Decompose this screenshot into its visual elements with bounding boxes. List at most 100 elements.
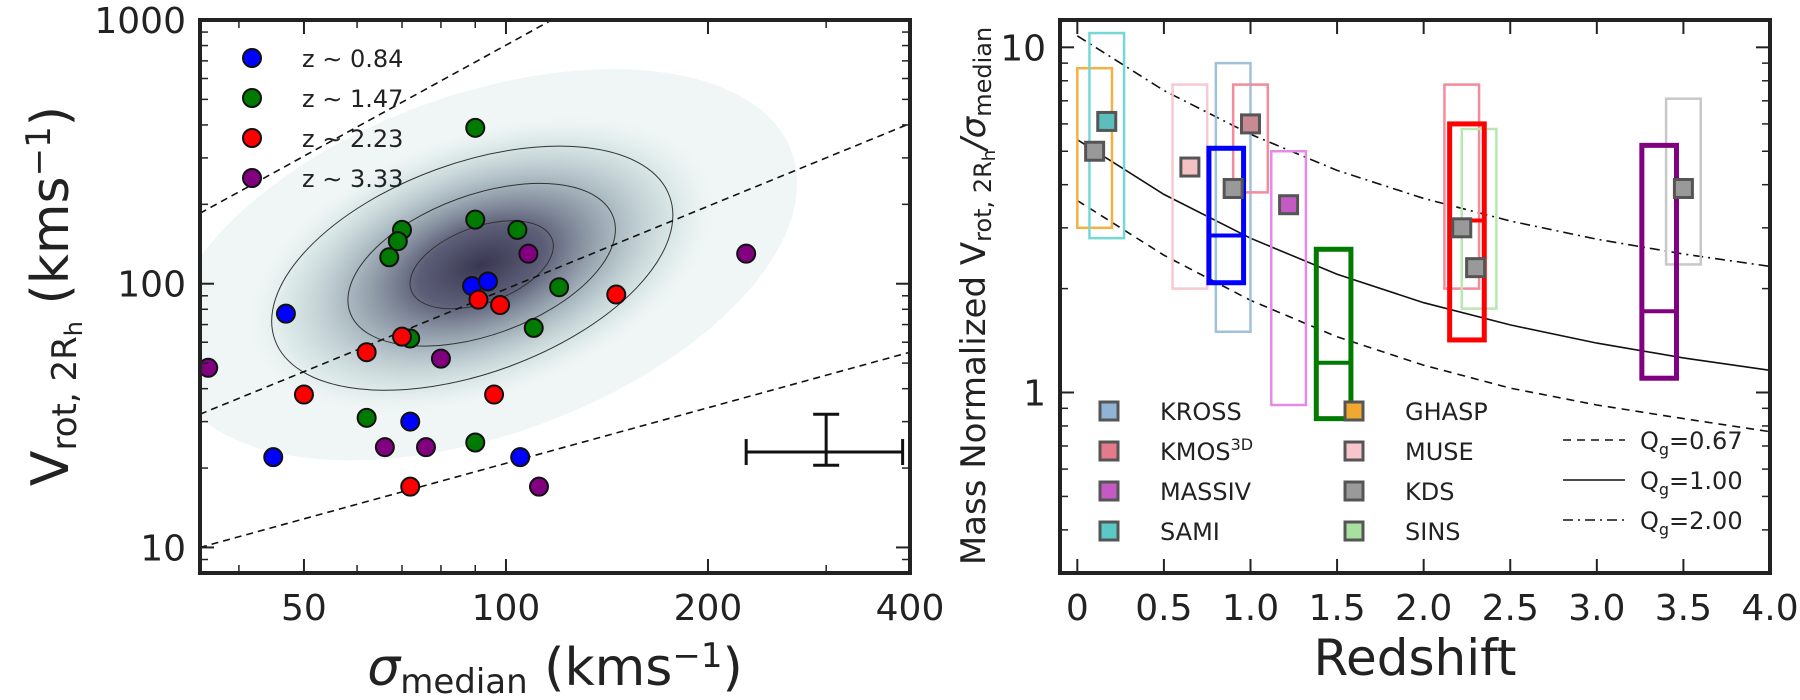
rx-tick-label: 0.5 — [1135, 588, 1192, 629]
survey-box — [1171, 83, 1209, 290]
scatter-point — [356, 407, 377, 428]
x-tick-label: 400 — [876, 588, 945, 629]
legend-label: z ∼ 3.33 — [302, 165, 403, 193]
survey-point — [1278, 194, 1300, 216]
x-title-close: ) — [722, 638, 742, 698]
x-tick-label: 100 — [472, 588, 541, 629]
right-box-panel: 0 0.5 1.0 1.5 2.0 2.5 3.0 3.5 4.0 1 10 KROSS KMOS3D… — [954, 18, 1799, 687]
y-title-close: ) — [21, 106, 81, 126]
rx-tick-label: 3.0 — [1568, 588, 1625, 629]
density-contour — [347, 182, 616, 347]
legend-curve-value: =0.67 — [1669, 427, 1743, 455]
density-core — [232, 105, 731, 424]
legend-curve-value: =2.00 — [1669, 507, 1743, 535]
ry-tick-label: 10 — [1000, 28, 1046, 69]
scatter-point — [465, 432, 486, 453]
scatter-point — [465, 117, 486, 138]
y-title-subsub: h — [60, 321, 88, 336]
right-legend: KROSS KMOS3D MASSIV SAMI GHASP MUSE KDS SINS Qg=… — [1098, 398, 1743, 546]
scatter-point — [523, 317, 544, 338]
legend-curve-sub: g — [1659, 520, 1669, 539]
left-axis-ticks: 50 100 200 400 10 100 1000 — [94, 1, 944, 629]
survey-boxes — [1076, 31, 1702, 407]
rx-tick-label: 3.5 — [1655, 588, 1712, 629]
rx-tick-label: 1.0 — [1222, 588, 1279, 629]
left-x-axis-title: σmedian (kms−1) — [367, 636, 743, 700]
sample-box — [1206, 145, 1247, 286]
legend-curve-label: Qg=2.00 — [1640, 507, 1743, 539]
reference-line-middle — [200, 122, 910, 415]
legend-marker — [242, 88, 262, 108]
scatter-point — [468, 289, 489, 310]
legend-survey-sup: 3D — [1231, 435, 1254, 454]
scatter-point — [477, 271, 498, 292]
contour-group — [271, 145, 674, 391]
survey-point — [1465, 257, 1487, 279]
scatter-point — [415, 437, 436, 458]
legend-label: z ∼ 2.23 — [302, 125, 403, 153]
left-y-axis-title: Vrot, 2Rh (kms−1) — [19, 106, 88, 486]
legend-curve-sub: g — [1659, 480, 1669, 499]
model-curves — [1076, 35, 1770, 433]
survey-point — [1179, 156, 1201, 178]
legend-curve-label: Qg=0.67 — [1640, 427, 1743, 459]
legend-marker — [242, 128, 262, 148]
scatter-point — [736, 243, 757, 264]
legend-survey-label: SINS — [1405, 518, 1461, 546]
rx-tick-label: 2.0 — [1395, 588, 1452, 629]
legend-curve-sub: g — [1659, 440, 1669, 459]
y-title-sub: rot, 2R — [45, 336, 85, 450]
legend-survey-marker — [1098, 480, 1120, 502]
survey-points — [1084, 110, 1694, 279]
survey-box — [1214, 61, 1252, 333]
sample-box — [1447, 121, 1487, 343]
survey-box — [1231, 83, 1270, 194]
rx-tick-label: 4.0 — [1741, 588, 1798, 629]
left-legend: z ∼ 0.84 z ∼ 1.47 z ∼ 2.23 z ∼ 3.33 — [242, 45, 403, 193]
legend-marker — [242, 168, 262, 188]
ry-tick-label: 1 — [1023, 374, 1046, 415]
scatter-point — [293, 384, 314, 405]
legend-survey-label: SAMI — [1160, 518, 1220, 546]
scatter-point — [490, 295, 511, 316]
scatter-point — [549, 277, 570, 298]
rx-tick-label: 0 — [1066, 588, 1089, 629]
model-curve-dashed — [1076, 199, 1770, 433]
survey-box — [1088, 31, 1126, 240]
ry-title-sep: /σ — [954, 115, 994, 152]
right-axis-ticks: 0 0.5 1.0 1.5 2.0 2.5 3.0 3.5 4.0 1 10 — [1000, 20, 1799, 629]
density-contour — [271, 145, 674, 391]
y-title-unit: (kms — [21, 176, 81, 321]
scatter-point — [518, 243, 539, 264]
error-bar — [744, 412, 905, 467]
legend-survey-label: GHASP — [1405, 398, 1488, 426]
x-tick-label: 200 — [674, 588, 743, 629]
model-curve-solid — [1076, 139, 1770, 372]
legend-survey-marker — [1098, 400, 1120, 422]
legend-survey-marker — [1343, 440, 1365, 462]
x-title-sigma: σ — [367, 638, 402, 698]
right-x-axis-title: Redshift — [1314, 629, 1517, 687]
scatter-point — [374, 437, 395, 458]
legend-survey-label: KROSS — [1160, 398, 1242, 426]
y-tick-label: 10 — [140, 528, 186, 569]
legend-survey-label: MUSE — [1405, 438, 1474, 466]
scatter-point — [400, 411, 421, 432]
x-title-unit: (kms — [528, 638, 673, 698]
sample-boxes — [1206, 121, 1679, 422]
legend-survey-label: KMOS3D — [1160, 435, 1253, 466]
survey-point — [1222, 177, 1244, 199]
legend-curve-value: =1.00 — [1669, 467, 1743, 495]
y-title-main: V — [21, 450, 81, 486]
y-tick-label: 1000 — [94, 1, 186, 42]
legend-survey-marker — [1343, 480, 1365, 502]
x-tick-label: 50 — [281, 588, 327, 629]
reference-line-lower — [200, 351, 910, 549]
survey-box — [1664, 97, 1702, 266]
legend-survey-label: MASSIV — [1160, 478, 1252, 506]
scatter-point — [528, 476, 549, 497]
x-title-sup: −1 — [672, 636, 722, 676]
ry-title-prefix: Mass Normalized V — [954, 242, 994, 565]
